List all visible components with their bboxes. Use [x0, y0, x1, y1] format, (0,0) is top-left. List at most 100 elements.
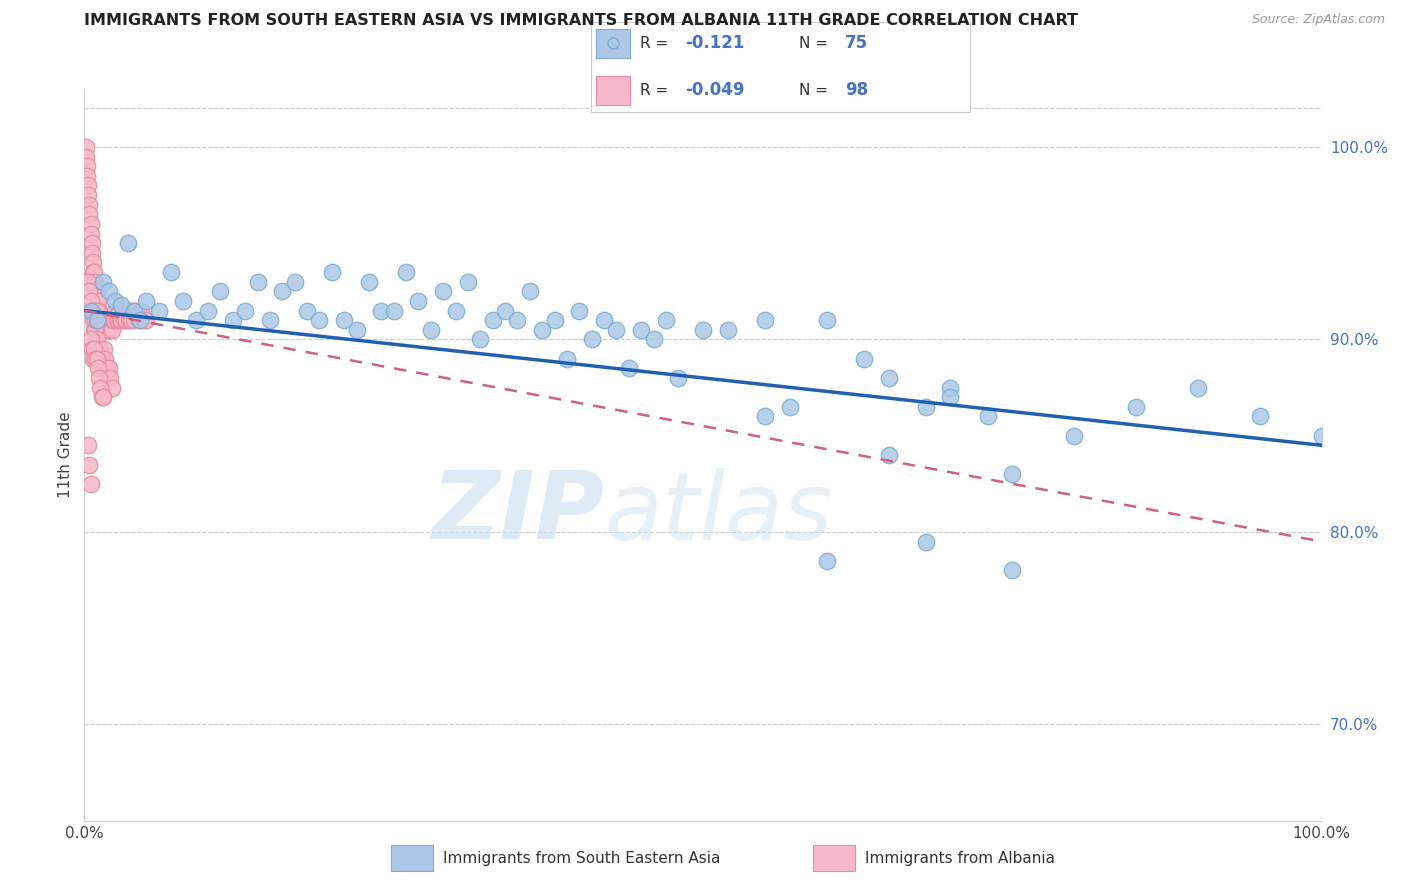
Point	[79, 285, 101, 299]
Point	[79, 227, 101, 241]
Text: Immigrants from South Eastern Asia: Immigrants from South Eastern Asia	[443, 851, 720, 865]
Point	[852, 351, 875, 366]
Point	[110, 313, 132, 327]
Point	[877, 371, 900, 385]
Point	[122, 313, 145, 327]
Text: -0.121: -0.121	[686, 35, 745, 53]
Point	[1249, 409, 1271, 424]
Point	[531, 323, 554, 337]
Point	[1001, 563, 1024, 577]
Text: 75: 75	[845, 35, 868, 53]
Point	[135, 293, 157, 308]
Point	[86, 313, 108, 327]
Point	[630, 323, 652, 337]
Point	[357, 275, 380, 289]
Point	[90, 390, 112, 404]
Point	[555, 351, 578, 366]
Bar	[596, 76, 630, 105]
Point	[110, 313, 132, 327]
Point	[105, 313, 128, 327]
Text: IMMIGRANTS FROM SOUTH EASTERN ASIA VS IMMIGRANTS FROM ALBANIA 11TH GRADE CORRELA: IMMIGRANTS FROM SOUTH EASTERN ASIA VS IM…	[84, 13, 1078, 29]
Point	[120, 303, 142, 318]
Text: atlas: atlas	[605, 468, 832, 559]
Point	[91, 390, 114, 404]
Point	[408, 293, 430, 308]
Point	[79, 207, 101, 221]
Point	[86, 303, 108, 318]
Point	[717, 323, 740, 337]
Point	[77, 178, 100, 193]
Point	[96, 323, 118, 337]
Point	[284, 275, 307, 289]
Point	[128, 313, 150, 327]
Point	[93, 342, 115, 356]
Point	[80, 342, 103, 356]
Point	[84, 275, 107, 289]
Point	[76, 159, 98, 173]
Point	[1187, 380, 1209, 394]
Point	[91, 361, 114, 376]
Point	[96, 361, 118, 376]
Point	[333, 313, 356, 327]
Y-axis label: 11th Grade: 11th Grade	[58, 411, 73, 499]
Point	[84, 313, 107, 327]
Point	[222, 313, 245, 327]
Point	[101, 313, 124, 327]
Point	[83, 323, 105, 337]
Point	[321, 265, 343, 279]
Point	[666, 371, 689, 385]
Point	[246, 275, 269, 289]
Text: N =: N =	[799, 36, 834, 51]
Point	[77, 275, 100, 289]
Point	[107, 313, 129, 327]
Point	[86, 351, 108, 366]
Text: N =: N =	[799, 83, 834, 98]
Point	[914, 400, 936, 414]
Text: R =: R =	[640, 83, 673, 98]
Point	[98, 285, 121, 299]
Point	[94, 323, 117, 337]
Point	[617, 361, 640, 376]
Point	[129, 303, 152, 318]
Point	[506, 313, 529, 327]
Point	[87, 313, 110, 327]
Point	[84, 351, 107, 366]
Point	[419, 323, 441, 337]
Point	[115, 313, 138, 327]
Point	[382, 303, 405, 318]
Point	[82, 255, 104, 269]
Point	[100, 380, 122, 394]
Point	[89, 371, 111, 385]
Point	[82, 265, 104, 279]
Bar	[596, 29, 630, 58]
Point	[84, 323, 107, 337]
Point	[110, 298, 132, 312]
Point	[89, 313, 111, 327]
Text: ZIP: ZIP	[432, 467, 605, 559]
Point	[103, 313, 125, 327]
Point	[104, 293, 127, 308]
Point	[87, 361, 110, 376]
Point	[98, 313, 121, 327]
Point	[939, 380, 962, 394]
Text: R =: R =	[640, 36, 673, 51]
Point	[79, 217, 101, 231]
Point	[543, 313, 565, 327]
Point	[117, 236, 139, 251]
Point	[100, 323, 122, 337]
Point	[89, 313, 111, 327]
Point	[581, 333, 603, 347]
Point	[79, 303, 101, 318]
Point	[121, 303, 143, 318]
Point	[90, 323, 112, 337]
Point	[79, 293, 101, 308]
Point	[976, 409, 998, 424]
Point	[98, 323, 121, 337]
Point	[83, 275, 105, 289]
Point	[89, 351, 111, 366]
Point	[76, 169, 98, 183]
Point	[271, 285, 294, 299]
Point	[395, 265, 418, 279]
Point	[1001, 467, 1024, 482]
Point	[370, 303, 392, 318]
